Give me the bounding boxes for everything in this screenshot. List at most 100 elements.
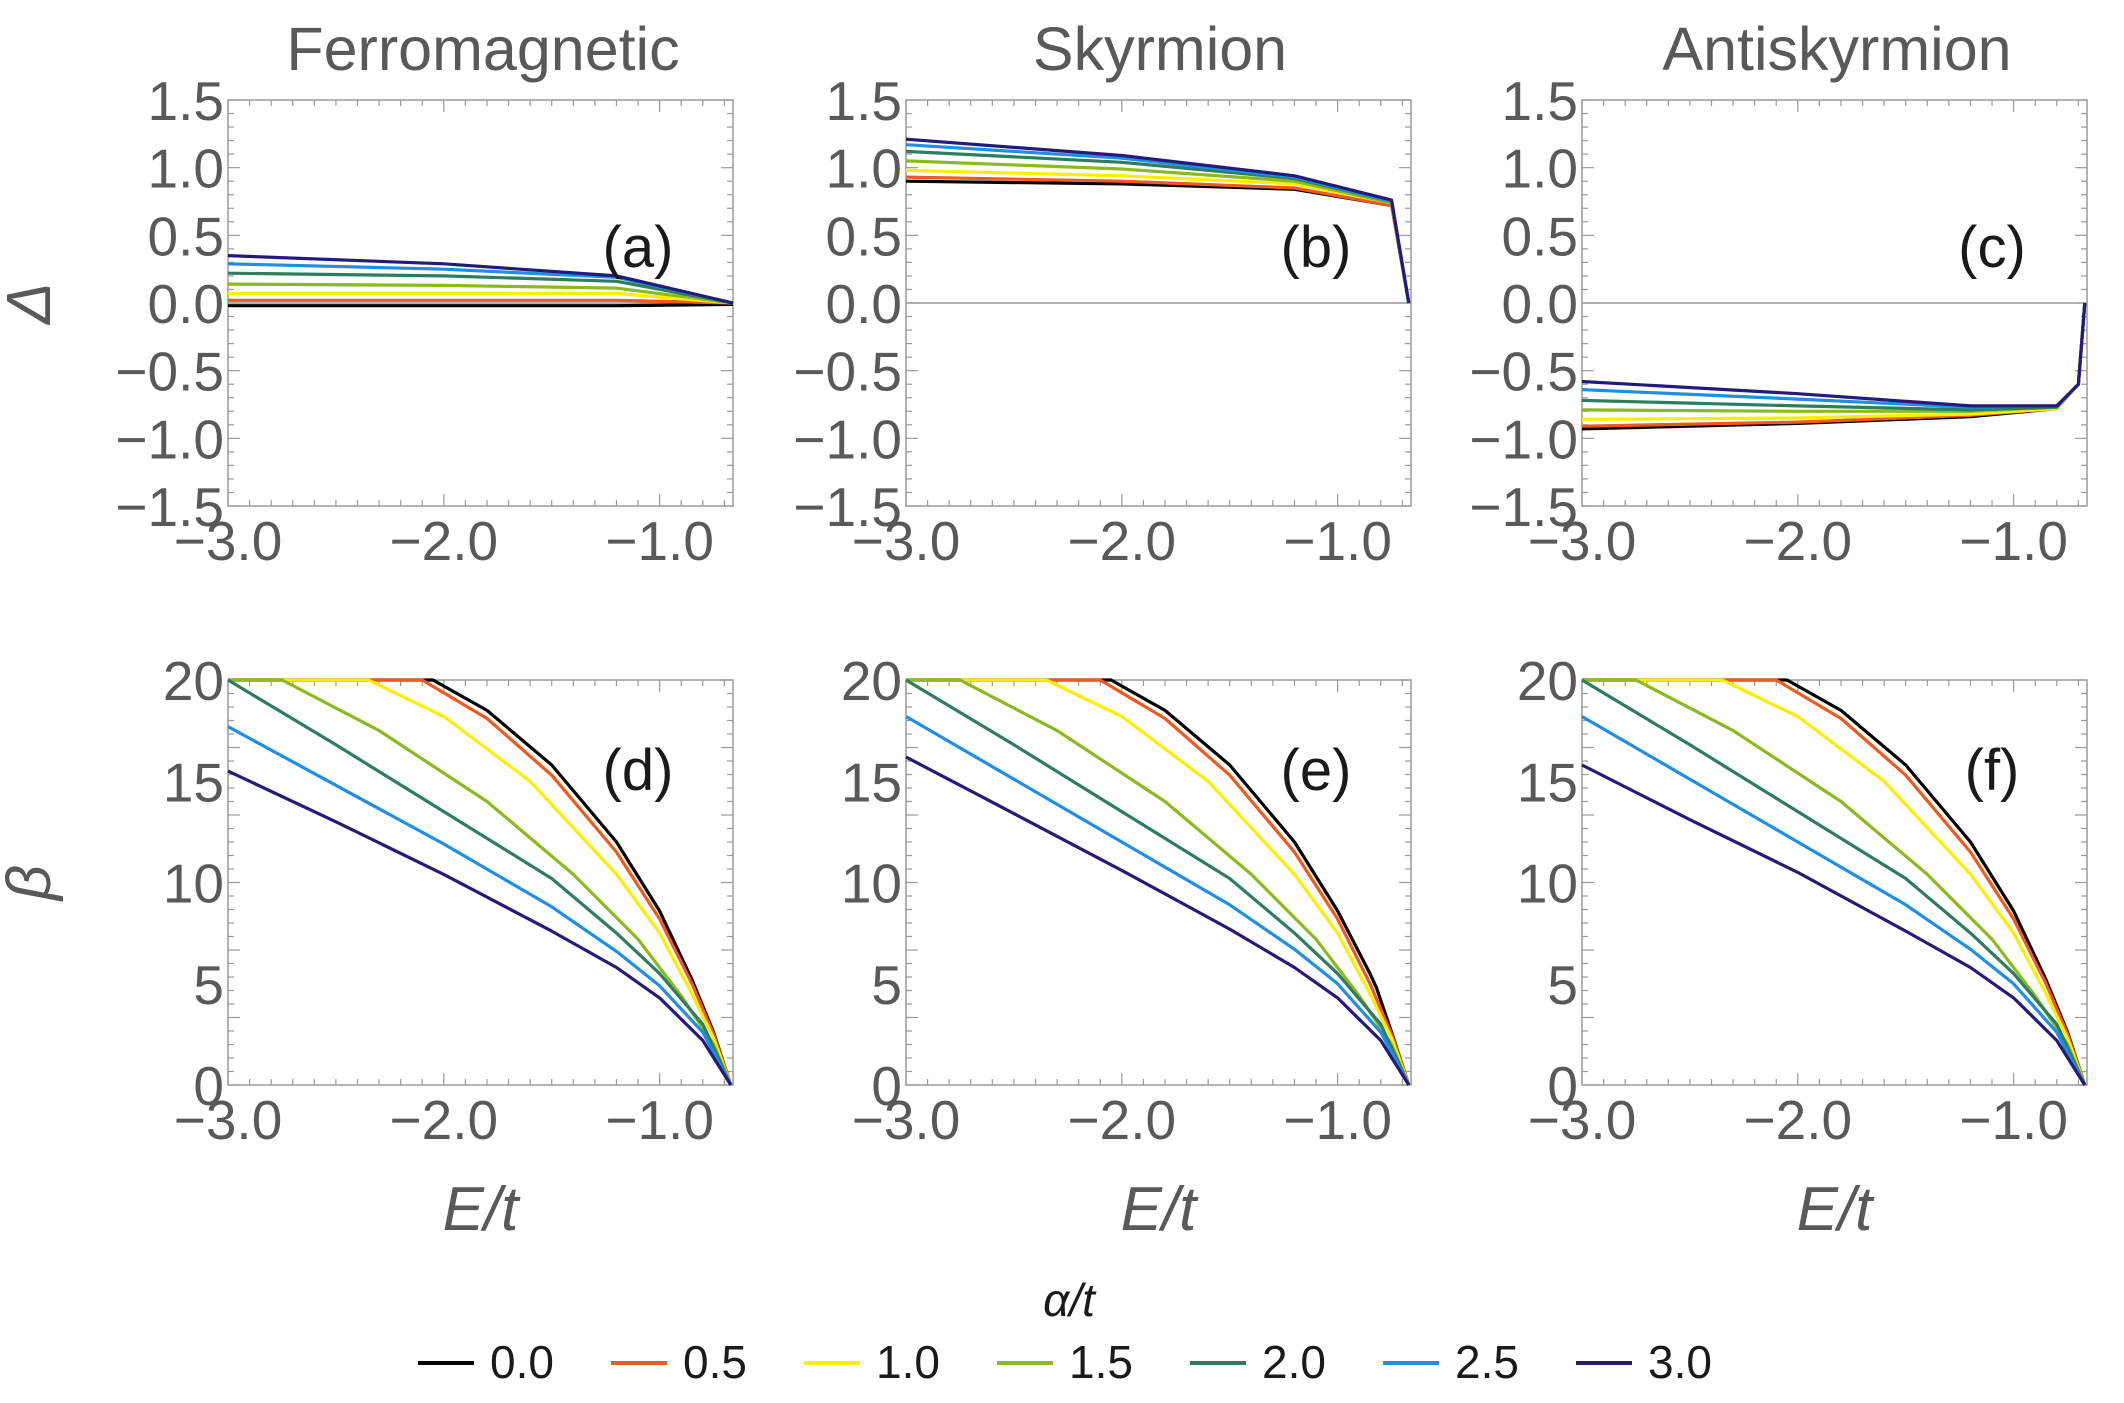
y-minor-ticks <box>1582 679 2087 1086</box>
series-line-alpha-2-5 <box>1581 715 2087 1086</box>
x-tick-label: −3.0 <box>1528 1089 1637 1151</box>
series-line-alpha-2-0 <box>905 678 1411 1086</box>
legend-label: 3.0 <box>1648 1336 1712 1388</box>
series-line-alpha-3-0 <box>1581 763 2087 1086</box>
y-tick-label: 20 <box>163 650 224 712</box>
panels: −3.0 −2.0 −1.01.51.00.50.0−0.5−1.0−1.5(a)Δ… <box>0 70 2088 1244</box>
x-tick-label: −3.0 <box>174 1089 283 1151</box>
panel-label: (d) <box>603 738 674 803</box>
y-tick-label: 15 <box>163 751 224 813</box>
series-line-alpha-1-5 <box>1582 678 2087 1086</box>
column-title-skyrmion: Skyrmion <box>1033 15 1287 83</box>
y-tick-label: 0 <box>193 1055 224 1117</box>
x-tick-label: −1.0 <box>1283 1089 1392 1151</box>
panel-label: (f) <box>1965 738 2020 803</box>
y-tick-label: 0 <box>871 1055 902 1117</box>
y-tick-label: 1.5 <box>148 70 224 132</box>
x-tick-label: −2.0 <box>1744 1089 1853 1151</box>
series-line-alpha-1-0 <box>228 291 734 305</box>
y-tick-label: 15 <box>1517 751 1578 813</box>
y-tick-label: 0.0 <box>148 273 224 335</box>
x-tick-label: −3.0 <box>852 1089 961 1151</box>
series-lines <box>905 137 1411 304</box>
legend-entry: 1.5 <box>997 1336 1133 1388</box>
y-tick-label: 15 <box>841 751 902 813</box>
y-tick-label: −0.5 <box>793 341 902 403</box>
panel-c: −3.0 −2.0 −1.01.51.00.50.0−0.5−1.0−1.5(c) <box>1469 70 2088 572</box>
series-line-alpha-1-5 <box>228 678 733 1086</box>
x-tick-label: −2.0 <box>1068 1089 1177 1151</box>
series-line-alpha-1-5 <box>906 678 1411 1086</box>
series-line-alpha-2-5 <box>905 715 1411 1086</box>
y-tick-label: 0.0 <box>1502 273 1578 335</box>
x-tick-label: −2.0 <box>1744 510 1853 572</box>
legend-entry: 0.5 <box>611 1336 747 1388</box>
y-tick-label: 0.5 <box>826 205 902 267</box>
series-lines <box>1581 678 2087 1086</box>
series-line-alpha-0-0 <box>906 678 1411 1086</box>
panel-b: −3.0 −2.0 −1.01.51.00.50.0−0.5−1.0−1.5(b) <box>793 70 1412 572</box>
panel-label: (a) <box>603 215 674 280</box>
series-line-alpha-1-0 <box>228 678 733 1086</box>
series-lines <box>1581 302 2087 431</box>
y-tick-label: 5 <box>871 954 902 1016</box>
y-tick-label: −1.0 <box>1469 408 1578 470</box>
x-tick-label: −2.0 <box>390 1089 499 1151</box>
y-tick-label: 5 <box>193 954 224 1016</box>
y-axis-label: Δ <box>0 282 64 326</box>
y-minor-ticks <box>906 99 1411 507</box>
series-line-alpha-1-0 <box>1582 678 2087 1086</box>
legend-label: 1.5 <box>1069 1336 1133 1388</box>
y-tick-label: 1.0 <box>1502 138 1578 200</box>
series-lines <box>227 678 733 1086</box>
series-lines <box>227 254 734 308</box>
y-axis-label: β <box>0 865 64 902</box>
legend-label: 1.0 <box>876 1336 940 1388</box>
x-axis-label: E/t <box>443 1175 522 1244</box>
series-line-alpha-1-5 <box>227 282 734 305</box>
x-minor-ticks <box>227 100 725 506</box>
y-tick-label: 1.5 <box>826 70 902 132</box>
x-minor-ticks <box>1581 100 2079 506</box>
panel-e: −3.0 −2.0 −1.0 20 15 10 5 0 (e) E/t <box>841 650 1412 1244</box>
series-line-alpha-3-0 <box>905 755 1411 1086</box>
x-tick-label: −2.0 <box>390 510 499 572</box>
series-line-alpha-0-5 <box>228 678 733 1086</box>
y-minor-ticks <box>228 679 733 1086</box>
y-tick-label: 0.0 <box>826 273 902 335</box>
y-tick-label: 10 <box>841 853 902 915</box>
y-tick-label: −1.5 <box>1469 476 1578 538</box>
series-line-alpha-3-0 <box>227 769 733 1086</box>
legend-label: 0.0 <box>490 1336 554 1388</box>
y-tick-label: 0.5 <box>148 205 224 267</box>
legend-entry: 2.0 <box>1190 1336 1326 1388</box>
x-tick-label: −2.0 <box>1068 510 1177 572</box>
x-tick-label: −1.0 <box>605 1089 714 1151</box>
series-line-alpha-0-5 <box>228 298 734 305</box>
y-tick-label: −1.5 <box>115 476 224 538</box>
y-tick-label: 10 <box>1517 853 1578 915</box>
y-tick-label: 1.0 <box>148 138 224 200</box>
column-title-ferromagnetic: Ferromagnetic <box>286 15 679 83</box>
y-tick-label: 0.5 <box>1502 205 1578 267</box>
series-line-alpha-3-0 <box>227 254 734 305</box>
x-tick-label: −1.0 <box>1959 1089 2068 1151</box>
panel-label: (b) <box>1281 215 1352 280</box>
column-title-antiskyrmion: Antiskyrmion <box>1662 15 2011 83</box>
series-line-alpha-0-5 <box>906 678 1411 1086</box>
y-tick-label: 1.0 <box>826 138 902 200</box>
x-axis-label: E/t <box>1121 1175 1200 1244</box>
legend-entry: 2.5 <box>1383 1336 1519 1388</box>
column-titles: Ferromagnetic Skyrmion Antiskyrmion <box>286 15 2011 83</box>
x-minor-ticks <box>905 100 1403 506</box>
y-tick-label: 0 <box>1547 1055 1578 1117</box>
legend: α/t 0.0 0.5 1.0 1.5 2.0 2.5 3.0 <box>418 1274 1712 1388</box>
panel-label: (c) <box>1958 215 2026 280</box>
series-line-alpha-2-5 <box>227 725 733 1086</box>
series-lines <box>905 678 1411 1086</box>
series-line-alpha-2-0 <box>1581 678 2087 1086</box>
y-tick-label: 10 <box>163 853 224 915</box>
x-tick-label: −3.0 <box>174 510 283 572</box>
panel-f: −3.0 −2.0 −1.0 20 15 10 5 0 (f) E/t <box>1517 650 2088 1244</box>
